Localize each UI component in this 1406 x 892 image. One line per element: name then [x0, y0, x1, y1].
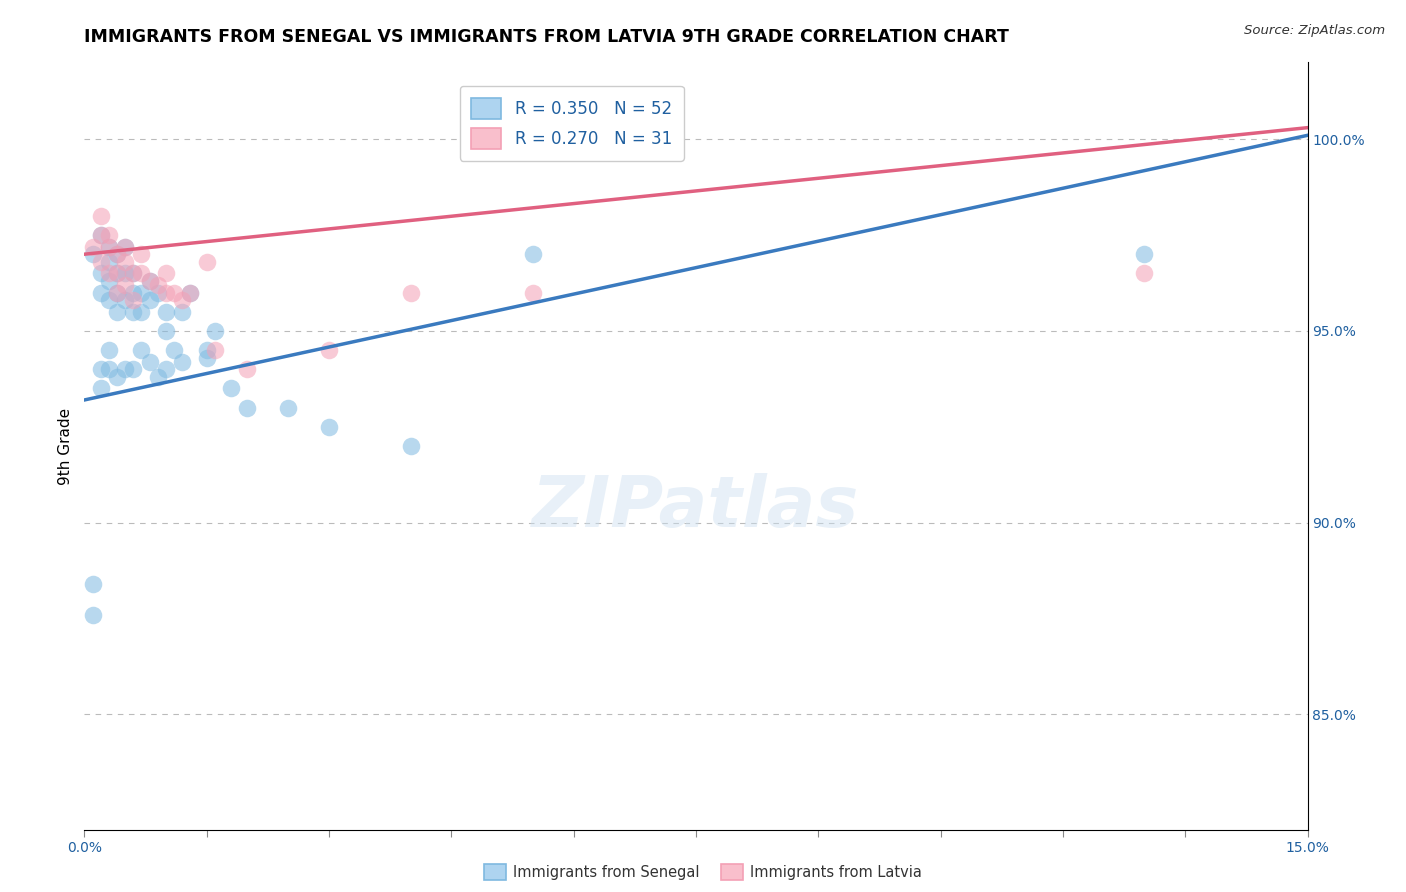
Text: IMMIGRANTS FROM SENEGAL VS IMMIGRANTS FROM LATVIA 9TH GRADE CORRELATION CHART: IMMIGRANTS FROM SENEGAL VS IMMIGRANTS FR…	[84, 28, 1010, 45]
Point	[155, 285, 177, 300]
Point	[122, 285, 145, 300]
Point	[219, 381, 242, 395]
Point	[105, 247, 128, 261]
Point	[195, 351, 218, 365]
Point	[97, 293, 120, 308]
Point	[172, 293, 194, 308]
Point	[105, 266, 128, 280]
Point	[204, 324, 226, 338]
Point	[105, 285, 128, 300]
Point	[195, 343, 218, 357]
Point	[97, 343, 120, 357]
Point	[105, 285, 128, 300]
Point	[114, 255, 136, 269]
Point	[97, 255, 120, 269]
Point	[114, 266, 136, 280]
Point	[114, 239, 136, 253]
Point	[97, 227, 120, 242]
Point	[155, 324, 177, 338]
Point	[163, 343, 186, 357]
Point	[122, 293, 145, 308]
Point	[318, 343, 340, 357]
Point	[236, 362, 259, 376]
Point	[82, 607, 104, 622]
Point	[122, 362, 145, 376]
Point	[82, 247, 104, 261]
Point	[90, 227, 112, 242]
Point	[122, 304, 145, 318]
Point	[146, 277, 169, 292]
Legend: Immigrants from Senegal, Immigrants from Latvia: Immigrants from Senegal, Immigrants from…	[478, 858, 928, 886]
Text: Source: ZipAtlas.com: Source: ZipAtlas.com	[1244, 24, 1385, 37]
Point	[114, 362, 136, 376]
Point	[138, 293, 160, 308]
Point	[1133, 247, 1156, 261]
Point	[172, 354, 194, 368]
Point	[138, 274, 160, 288]
Point	[90, 266, 112, 280]
Point	[399, 439, 422, 453]
Point	[138, 354, 160, 368]
Point	[114, 239, 136, 253]
Legend: R = 0.350   N = 52, R = 0.270   N = 31: R = 0.350 N = 52, R = 0.270 N = 31	[460, 87, 683, 161]
Point	[105, 266, 128, 280]
Point	[522, 285, 544, 300]
Point	[122, 266, 145, 280]
Point	[163, 285, 186, 300]
Point	[90, 362, 112, 376]
Point	[146, 370, 169, 384]
Text: ZIPatlas: ZIPatlas	[533, 473, 859, 541]
Point	[97, 266, 120, 280]
Point	[82, 239, 104, 253]
Point	[97, 239, 120, 253]
Point	[155, 304, 177, 318]
Point	[90, 381, 112, 395]
Point	[236, 401, 259, 415]
Point	[522, 247, 544, 261]
Point	[155, 266, 177, 280]
Point	[122, 266, 145, 280]
Point	[131, 247, 153, 261]
Point	[105, 247, 128, 261]
Point	[114, 293, 136, 308]
Point	[204, 343, 226, 357]
Point	[195, 255, 218, 269]
Point	[1133, 266, 1156, 280]
Point	[138, 274, 160, 288]
Point	[179, 285, 201, 300]
Point	[97, 239, 120, 253]
Point	[318, 419, 340, 434]
Point	[131, 343, 153, 357]
Point	[90, 285, 112, 300]
Point	[97, 274, 120, 288]
Point	[146, 285, 169, 300]
Point	[172, 304, 194, 318]
Point	[131, 285, 153, 300]
Point	[131, 266, 153, 280]
Point	[114, 277, 136, 292]
Point	[90, 209, 112, 223]
Point	[105, 304, 128, 318]
Y-axis label: 9th Grade: 9th Grade	[58, 408, 73, 484]
Point	[97, 362, 120, 376]
Point	[82, 577, 104, 591]
Point	[277, 401, 299, 415]
Point	[179, 285, 201, 300]
Point	[131, 304, 153, 318]
Point	[90, 227, 112, 242]
Point	[399, 285, 422, 300]
Point	[105, 370, 128, 384]
Point	[155, 362, 177, 376]
Point	[90, 255, 112, 269]
